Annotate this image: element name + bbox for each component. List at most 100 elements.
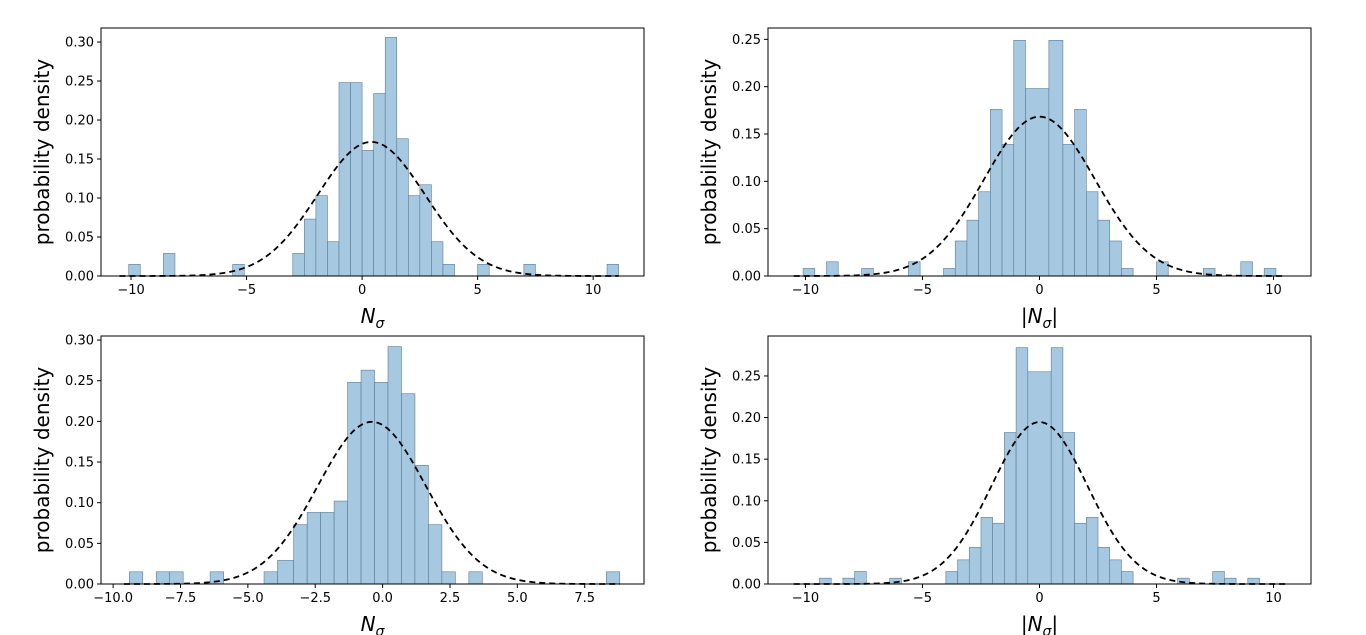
histogram-bar	[263, 571, 278, 585]
histogram-bars	[819, 347, 1260, 585]
histogram-bar	[1013, 40, 1026, 277]
histogram-bar	[373, 93, 386, 277]
y-tick-label: 0.10	[732, 175, 761, 190]
histogram-bar	[1015, 347, 1029, 585]
y-tick-label: 0.30	[65, 36, 94, 51]
histogram-bar	[468, 571, 483, 585]
histogram-bar	[333, 500, 348, 585]
x-axis-label: Nσ	[361, 612, 386, 635]
x-tick-label: −5	[913, 283, 932, 298]
y-tick-label: 0.20	[65, 415, 94, 430]
y-tick-label: 0.05	[65, 537, 94, 552]
histogram-bar	[1004, 432, 1017, 585]
x-tick-label: 10	[1265, 283, 1282, 298]
histogram-bar	[128, 264, 141, 277]
y-tick-label: 0.00	[65, 578, 94, 593]
histogram-bar	[966, 219, 979, 277]
x-tick-label: −2.5	[299, 591, 331, 606]
x-tick-label: −10	[792, 591, 819, 606]
histogram-bar	[431, 241, 444, 277]
histogram-bar	[992, 522, 1005, 585]
y-tick-label: 0.20	[732, 80, 761, 95]
histogram-bar	[360, 369, 375, 585]
gaussian-fit-curve	[119, 141, 619, 277]
y-axis-label: probability density	[30, 367, 54, 554]
y-axis-label: probability density	[697, 59, 721, 246]
x-tick-label: 2.5	[440, 591, 461, 606]
chart-panel-2: −10 −5 0 5 10 0.00 0.05 0.10 0.15 0.20 0.25 probabi…	[697, 27, 1312, 332]
histogram-bar	[163, 253, 176, 277]
x-tick-label: −5.0	[232, 591, 264, 606]
histogram-bar	[387, 346, 402, 585]
histogram-bar	[1062, 432, 1075, 585]
histogram-bar	[968, 547, 982, 585]
x-axis-label: Nσ	[361, 304, 386, 332]
y-tick-label: 0.10	[65, 192, 94, 207]
histogram-bars	[128, 346, 621, 585]
x-tick-label: 10	[585, 283, 602, 298]
histogram-bar	[1156, 261, 1169, 277]
histogram-bar	[361, 150, 374, 277]
y-tick-label: 0.25	[65, 75, 94, 90]
histogram-bar	[1086, 191, 1099, 277]
y-tick-label: 0.05	[732, 222, 761, 237]
histogram-bar	[1050, 347, 1064, 585]
histogram-bar	[1121, 268, 1134, 277]
x-tick-label: 0.0	[372, 591, 393, 606]
histogram-bar	[1121, 571, 1134, 585]
histogram-bars	[802, 40, 1277, 277]
x-tick-label: 0	[358, 283, 366, 298]
histogram-bar	[320, 512, 335, 585]
chart-panel-1: −10 −5 0 5 10 0.00 0.05 0.10 0.15 0.20 0.25 0.30 pro…	[30, 27, 645, 332]
y-tick-label: 0.25	[65, 374, 94, 389]
histogram-bar	[327, 241, 340, 277]
histogram-bar	[978, 191, 991, 277]
y-axis-label: probability density	[697, 367, 721, 554]
histogram-bar	[477, 264, 490, 277]
y-tick-label: 0.05	[732, 536, 761, 551]
histogram-bar	[1062, 144, 1075, 277]
x-tick-label: −10	[117, 283, 144, 298]
histogram-bar	[606, 264, 619, 277]
x-axis-label: |Nσ|	[1021, 304, 1058, 332]
y-tick-label: 0.20	[65, 114, 94, 129]
y-tick-label: 0.10	[65, 496, 94, 511]
histogram-bar	[957, 559, 970, 585]
histogram-bar	[1109, 559, 1122, 585]
histogram-bar	[1048, 40, 1064, 277]
axes-frame	[100, 335, 645, 585]
x-tick-label: −5	[237, 283, 256, 298]
histogram-bar	[401, 393, 416, 585]
x-tick-label: −7.5	[165, 591, 197, 606]
x-tick-label: 5	[473, 283, 481, 298]
y-tick-label: 0.25	[732, 33, 761, 48]
x-tick-label: 0	[1035, 283, 1043, 298]
histogram-bar	[384, 37, 398, 277]
histogram-bar	[277, 560, 294, 585]
histogram-bar	[1027, 371, 1052, 585]
histogram-bar	[306, 512, 321, 585]
y-axis-label: probability density	[30, 59, 54, 246]
histogram-bar	[374, 382, 389, 585]
histogram-bar	[408, 195, 421, 277]
y-tick-label: 0.00	[732, 270, 761, 285]
x-tick-label: 10	[1265, 591, 1282, 606]
histogram-bar	[428, 524, 443, 585]
x-tick-label: 7.5	[574, 591, 595, 606]
histogram-bar	[1086, 517, 1099, 585]
gaussian-fit-curve	[793, 115, 1286, 277]
y-tick-label: 0.00	[65, 270, 94, 285]
histogram-bar	[128, 571, 144, 585]
histogram-bar	[1097, 547, 1111, 585]
chart-panel-4: −10 −5 0 5 10 0.00 0.05 0.10 0.15 0.20 0.25 probabi…	[697, 335, 1312, 635]
histogram-bar	[315, 195, 328, 277]
histogram-bar	[350, 82, 363, 277]
histogram-bar	[1074, 109, 1087, 277]
axes-frame	[100, 27, 645, 277]
y-tick-label: 0.15	[732, 128, 761, 143]
y-tick-label: 0.20	[732, 411, 761, 426]
x-tick-label: 5	[1152, 283, 1160, 298]
y-tick-label: 0.10	[732, 494, 761, 509]
histogram-bar	[605, 571, 621, 585]
